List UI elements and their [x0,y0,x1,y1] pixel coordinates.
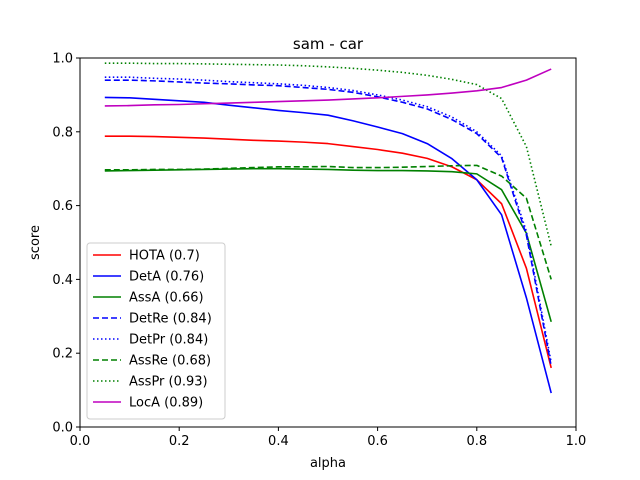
x-axis-label: alpha [310,456,346,471]
y-tick-label: 0.6 [52,199,73,214]
x-tick-label: 0.2 [169,434,190,449]
series-line-detre [104,79,552,367]
x-tick-label: 0.0 [70,434,91,449]
chart-title: sam - car [293,35,364,53]
legend-label: AssPr (0.93) [129,375,208,390]
x-axis: 0.0 0.2 0.4 0.6 0.8 1.0 [70,427,587,449]
series-line-deta [104,96,552,394]
axes-frame [79,57,577,428]
series-line-asspr [104,62,552,247]
y-axis: 0.0 0.2 0.4 0.6 0.8 1.0 [52,52,80,436]
series-line-detpr [104,76,552,363]
x-tick-label: 0.6 [367,434,388,449]
series-line-loca [104,68,552,107]
legend-label: AssRe (0.68) [129,354,211,369]
x-tick-label: 0.4 [268,434,289,449]
y-tick-label: 0.2 [52,347,73,362]
x-tick-label: 1.0 [566,434,587,449]
y-tick-label: 0.0 [52,421,73,436]
legend-label: HOTA (0.7) [129,249,200,264]
y-tick-label: 0.8 [52,125,73,140]
legend-box [86,242,226,420]
legend-label: DetRe (0.84) [129,312,212,327]
legend-label: LocA (0.89) [129,396,203,411]
legend: HOTA (0.7) DetA (0.76) AssA (0.66) DetRe (0… [86,242,226,420]
legend-label: DetA (0.76) [129,270,204,285]
y-axis-label: score [28,225,43,260]
series-line-assre [104,164,552,280]
x-tick-label: 0.8 [466,434,487,449]
y-tick-label: 0.4 [52,273,73,288]
legend-label: DetPr (0.84) [129,333,208,348]
legend-label: AssA (0.66) [129,291,204,306]
y-tick-label: 1.0 [52,52,73,67]
plot-area [104,62,552,394]
